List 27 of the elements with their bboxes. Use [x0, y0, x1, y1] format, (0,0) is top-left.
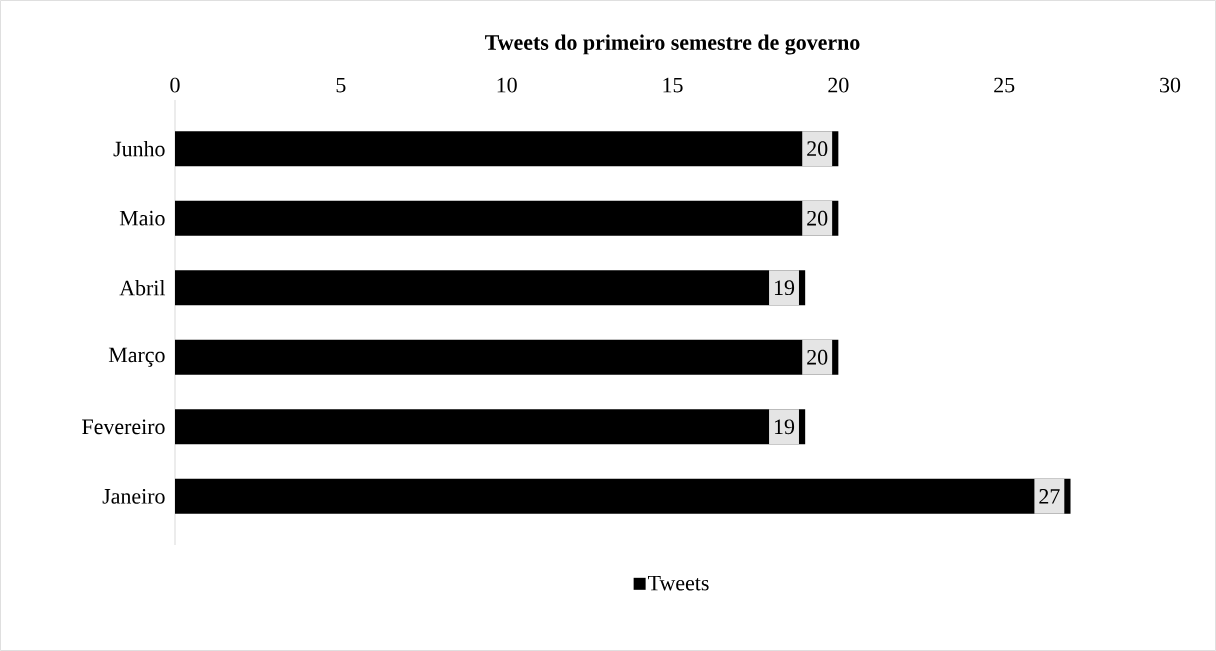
data-label: 20 [807, 141, 828, 157]
bar [175, 339, 839, 375]
chart-title: Tweets do primeiro semestre de governo [485, 34, 860, 55]
bar [175, 409, 806, 445]
x-tick-label: 25 [994, 77, 1015, 93]
x-tick-label: 15 [663, 77, 683, 93]
x-tick-label: 10 [497, 77, 517, 93]
data-label: 19 [774, 280, 795, 296]
data-label: 20 [807, 349, 828, 365]
bar [175, 270, 806, 306]
data-label: 27 [1039, 489, 1060, 504]
x-tick-label: 20 [828, 77, 849, 93]
bar [175, 131, 839, 167]
bar [175, 478, 1071, 514]
data-label: 19 [774, 419, 795, 435]
y-tick-label: Junho [113, 140, 165, 157]
x-tick-label: 5 [336, 77, 346, 93]
y-tick-label: Março [108, 347, 165, 367]
x-tick-label: 0 [170, 77, 180, 93]
data-label: 20 [807, 210, 828, 226]
y-tick-label: Fevereiro [82, 419, 165, 435]
y-tick-label: Maio [119, 210, 165, 226]
bar [175, 200, 839, 236]
y-tick-label: Abril [119, 280, 166, 296]
y-tick-label: Janeiro [102, 488, 165, 504]
x-tick-label: 30 [1160, 77, 1181, 93]
legend-label: Tweets [648, 575, 709, 591]
